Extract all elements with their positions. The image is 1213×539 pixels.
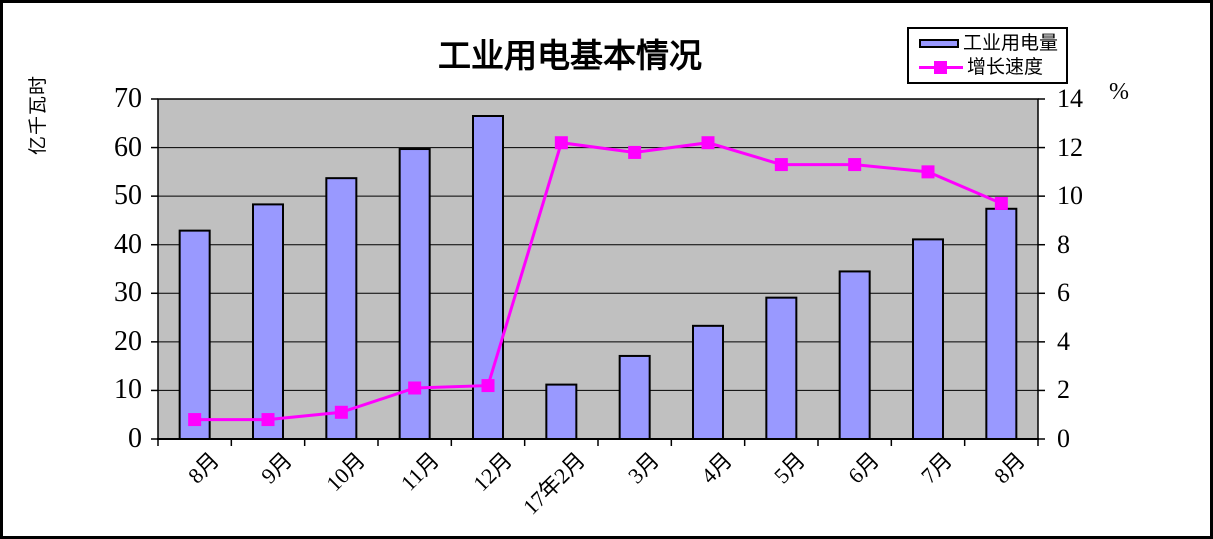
- bar: [618, 354, 651, 441]
- bar: [692, 324, 724, 441]
- line-marker: [774, 158, 788, 172]
- line-marker: [921, 165, 935, 179]
- line-marker: [994, 196, 1008, 210]
- bar: [765, 296, 798, 440]
- legend: 工业用电量 增长速度: [907, 27, 1068, 84]
- plot-background: [158, 99, 1038, 439]
- y-axis-right-tick-label: 10: [1057, 181, 1083, 211]
- line-marker: [848, 158, 862, 172]
- bar: [398, 148, 431, 440]
- legend-item-line-series: 增长速度: [919, 58, 1066, 77]
- legend-label-bar-series: 工业用电量: [963, 33, 1059, 55]
- y-axis-right-tick-label: 14: [1057, 84, 1083, 113]
- bar: [545, 383, 578, 441]
- bar-swatch-icon: [919, 39, 959, 49]
- y-axis-right-tick-label: 4: [1057, 326, 1070, 356]
- y-axis-left-tick-label: 0: [128, 423, 142, 454]
- line-marker: [701, 136, 715, 150]
- y-axis-right-tick-label: 6: [1057, 278, 1070, 308]
- y-axis-left-tick-label: 10: [114, 374, 142, 406]
- y-axis-left-tick-label: 30: [114, 277, 142, 309]
- bar: [838, 270, 871, 440]
- y-axis-left-tick-label: 60: [114, 131, 142, 163]
- line-marker: [481, 379, 495, 393]
- legend-item-bar-series: 工业用电量: [919, 34, 1066, 53]
- bar: [912, 238, 944, 440]
- line-marker: [188, 413, 202, 427]
- bar: [325, 177, 358, 441]
- chart-title: 工业用电基本情况: [438, 39, 702, 75]
- y-axis-right-tick-label: 2: [1057, 375, 1070, 405]
- y-axis-right-tick-label: 8: [1057, 229, 1070, 259]
- y-axis-right-tick-label: 0: [1057, 424, 1070, 453]
- line-series: [194, 141, 1002, 422]
- line-marker: [334, 405, 348, 419]
- y-axis-left-tick-label: 50: [114, 180, 142, 212]
- bar: [985, 207, 1018, 440]
- y-axis-left-tick-label: 20: [114, 325, 142, 357]
- line-marker: [554, 136, 568, 150]
- line-marker-swatch-icon: [919, 60, 963, 74]
- line-marker: [408, 381, 422, 395]
- y-axis-right-tick-label: 12: [1057, 132, 1083, 162]
- right-axis-unit-label: %: [1109, 79, 1129, 105]
- legend-label-line-series: 增长速度: [967, 56, 1044, 78]
- bar: [178, 229, 211, 440]
- y-axis-left-tick-label: 70: [114, 83, 142, 114]
- plot-area: [151, 98, 1045, 446]
- bar: [252, 203, 284, 440]
- y-axis-left-tick-label: 40: [114, 228, 142, 260]
- line-marker: [261, 413, 275, 427]
- line-marker: [628, 145, 642, 159]
